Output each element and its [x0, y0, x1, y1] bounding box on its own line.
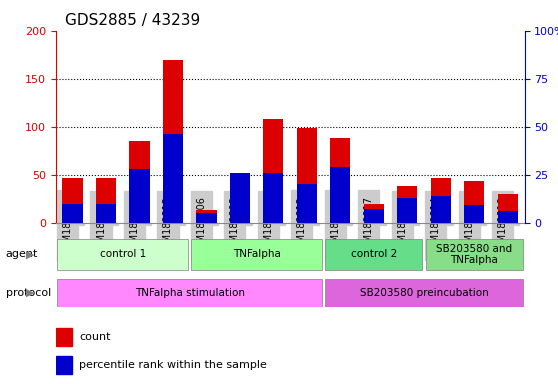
Bar [329, 223, 352, 225]
Text: ▶: ▶ [26, 249, 35, 260]
Bar [397, 198, 417, 223]
Bar [94, 223, 118, 225]
Bar [230, 173, 250, 223]
Bar [464, 182, 484, 223]
Text: ▶: ▶ [26, 288, 35, 298]
Bar [230, 173, 250, 223]
Bar [396, 223, 419, 225]
Bar [161, 223, 185, 225]
Bar [96, 204, 116, 223]
FancyBboxPatch shape [57, 239, 188, 270]
Text: count: count [79, 332, 110, 342]
Bar [297, 184, 317, 223]
Text: SB203580 and
TNFalpha: SB203580 and TNFalpha [436, 243, 512, 265]
Bar [464, 205, 484, 223]
FancyBboxPatch shape [191, 239, 322, 270]
Bar [196, 210, 217, 223]
Bar [263, 173, 283, 223]
Bar [129, 169, 150, 223]
Bar [431, 196, 451, 223]
FancyBboxPatch shape [325, 279, 523, 306]
Bar [62, 178, 83, 223]
Bar [163, 134, 183, 223]
Bar [295, 223, 319, 225]
Text: TNFalpha stimulation: TNFalpha stimulation [134, 288, 245, 298]
Bar [362, 223, 386, 225]
Bar [498, 211, 518, 223]
Bar [496, 223, 519, 225]
Text: SB203580 preincubation: SB203580 preincubation [360, 288, 488, 298]
Bar [61, 223, 84, 225]
Bar [263, 119, 283, 223]
Bar [429, 223, 453, 225]
Bar [330, 167, 350, 223]
Bar [330, 138, 350, 223]
Bar [228, 223, 252, 225]
Bar [56, 356, 72, 374]
Text: agent: agent [6, 249, 38, 260]
FancyBboxPatch shape [426, 239, 523, 270]
Bar [163, 60, 183, 223]
Bar [195, 223, 218, 225]
Bar [397, 186, 417, 223]
Bar [128, 223, 151, 225]
Bar [364, 209, 384, 223]
Text: control 1: control 1 [100, 249, 146, 260]
FancyBboxPatch shape [57, 279, 322, 306]
Bar [56, 328, 72, 346]
Text: percentile rank within the sample: percentile rank within the sample [79, 360, 267, 370]
Text: GDS2885 / 43239: GDS2885 / 43239 [65, 13, 200, 28]
Text: protocol: protocol [6, 288, 51, 298]
Text: control 2: control 2 [351, 249, 397, 260]
Bar [129, 141, 150, 223]
Text: TNFalpha: TNFalpha [233, 249, 281, 260]
Bar [62, 204, 83, 223]
Bar [498, 194, 518, 223]
Bar [297, 127, 317, 223]
Bar [96, 178, 116, 223]
Bar [196, 213, 217, 223]
Bar [431, 178, 451, 223]
Bar [262, 223, 285, 225]
Bar [364, 204, 384, 223]
FancyBboxPatch shape [325, 239, 422, 270]
Bar [463, 223, 486, 225]
